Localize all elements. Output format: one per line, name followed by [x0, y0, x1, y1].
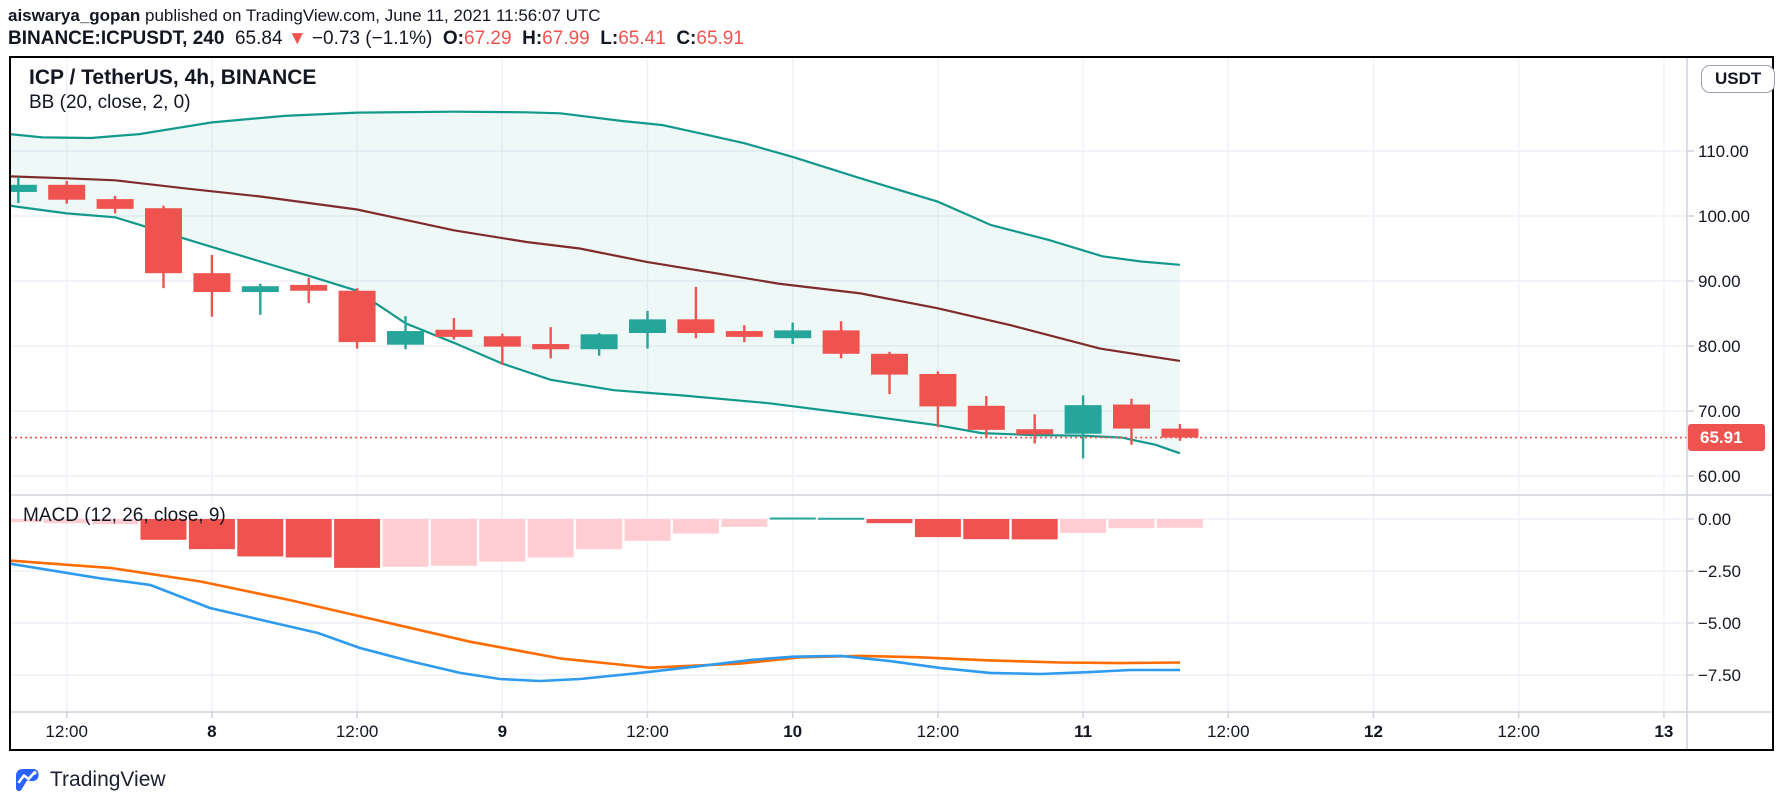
macd-signal-line [10, 559, 1181, 670]
tradingview-logo-text: TradingView [50, 768, 166, 791]
header-text-segment: BINANCE:ICPUSDT, 240 [8, 28, 225, 49]
price-label: 70.00 [1698, 401, 1741, 421]
header-text-segment: C: [676, 28, 697, 49]
time-label: 13 [1654, 722, 1674, 741]
last-price-tag: 65.91 [1688, 424, 1765, 451]
time-label: 12:00 [335, 722, 379, 741]
time-label: 8 [207, 722, 217, 741]
price-label: 60.00 [1698, 466, 1741, 486]
macd-value-label: −2.50 [1698, 561, 1742, 581]
price-label: 110.00 [1698, 141, 1749, 161]
time-label: 12:00 [45, 722, 88, 741]
header-text-segment: ▼ [287, 28, 307, 49]
header-text-segment: O: [442, 28, 464, 49]
time-label: 11 [1074, 722, 1093, 741]
price-label: 100.00 [1698, 206, 1750, 226]
header-text-segment: published on TradingView.com, June 11, 2… [140, 6, 601, 25]
bb-basis-line [10, 175, 1181, 362]
time-label: 10 [783, 722, 803, 741]
header-text-segment: H: [522, 28, 543, 49]
time-label: 12:00 [916, 722, 960, 741]
bb-upper-band [10, 110, 1180, 266]
gridlines [10, 57, 1687, 712]
plot-area[interactable] [0, 57, 1687, 712]
price-label: 90.00 [1698, 271, 1741, 291]
macd-indicator-label[interactable]: MACD (12, 26, close, 9) [23, 505, 226, 526]
macd-value-label: 0.00 [1698, 509, 1732, 529]
header-text-segment: −0.73 (−1.1%) [306, 28, 443, 49]
currency-badge[interactable]: USDT [1701, 65, 1776, 93]
bb-fill [10, 111, 1180, 454]
bb-indicator-label[interactable]: BB (20, close, 2, 0) [29, 92, 191, 113]
time-label: 9 [497, 722, 508, 741]
time-label: 12 [1364, 722, 1383, 741]
time-label: 12:00 [1497, 722, 1540, 741]
header-text-segment: 65.84 [224, 28, 288, 49]
tradingview-logo-icon [16, 769, 39, 792]
macd-value-label: −5.00 [1698, 613, 1742, 633]
pane-separators [10, 57, 1773, 750]
header-text-segment: 65.91 [696, 28, 744, 49]
header-text-segment: 67.29 [464, 28, 523, 49]
header-text-segment: 67.99 [542, 28, 601, 49]
candles-series [10, 177, 1199, 459]
price-label: 80.00 [1698, 336, 1741, 356]
header-text-segment: 65.41 [618, 28, 677, 49]
chart-title: ICP / TetherUS, 4h, BINANCE [29, 66, 317, 89]
macd-line [10, 562, 1180, 683]
tradingview-logo[interactable]: TradingView [13, 766, 166, 794]
time-label: 12:00 [1207, 722, 1250, 741]
header-text-segment: L: [600, 28, 619, 49]
macd-value-label: −7.50 [1698, 665, 1742, 685]
chart-frame [9, 56, 1774, 751]
symbol-ohlc-bar: BINANCE:ICPUSDT, 240 65.84 ▼ −0.73 (−1.1… [8, 28, 744, 50]
time-label: 12:00 [626, 722, 669, 741]
header-text-segment: aiswarya_gopan [8, 6, 141, 25]
macd-histogram [10, 517, 1203, 568]
published-header: aiswarya_gopan published on TradingView.… [8, 6, 601, 26]
